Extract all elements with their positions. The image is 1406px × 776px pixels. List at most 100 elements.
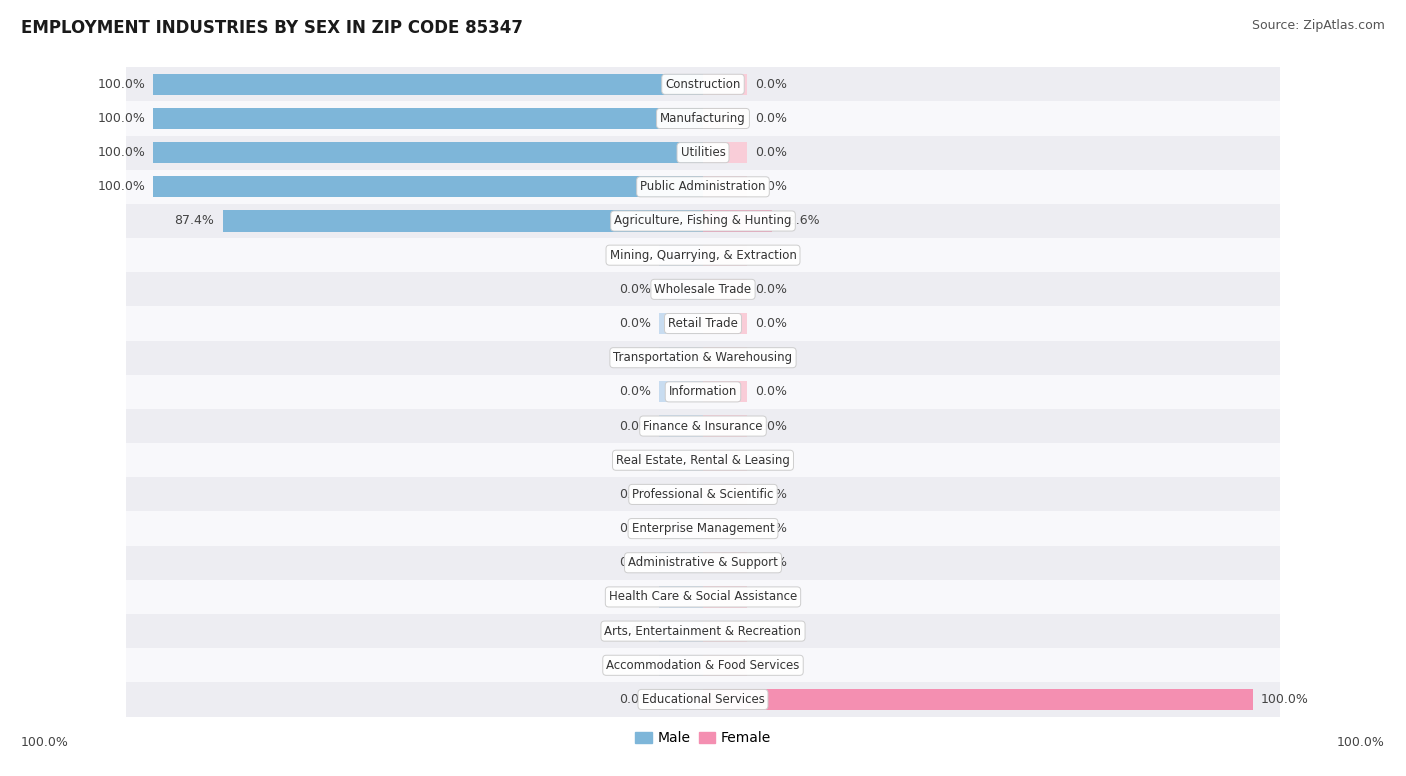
Bar bbox=[153, 142, 703, 163]
Text: 0.0%: 0.0% bbox=[619, 282, 651, 296]
Bar bbox=[127, 238, 1279, 272]
Text: 0.0%: 0.0% bbox=[755, 78, 787, 91]
Text: 0.0%: 0.0% bbox=[619, 317, 651, 330]
Bar bbox=[127, 580, 1279, 614]
Text: Health Care & Social Assistance: Health Care & Social Assistance bbox=[609, 591, 797, 604]
Bar bbox=[127, 170, 1279, 204]
Bar bbox=[703, 621, 747, 642]
Text: 0.0%: 0.0% bbox=[755, 386, 787, 398]
Text: Finance & Insurance: Finance & Insurance bbox=[644, 420, 762, 432]
Text: 0.0%: 0.0% bbox=[619, 625, 651, 638]
Bar bbox=[659, 415, 703, 437]
Text: 0.0%: 0.0% bbox=[755, 454, 787, 466]
Bar bbox=[127, 204, 1279, 238]
Text: Enterprise Management: Enterprise Management bbox=[631, 522, 775, 535]
Bar bbox=[127, 546, 1279, 580]
Text: 0.0%: 0.0% bbox=[619, 454, 651, 466]
Bar bbox=[127, 136, 1279, 170]
Bar bbox=[127, 272, 1279, 307]
Bar bbox=[222, 210, 703, 231]
Bar bbox=[703, 347, 747, 369]
Text: Educational Services: Educational Services bbox=[641, 693, 765, 706]
Text: 0.0%: 0.0% bbox=[755, 420, 787, 432]
Bar bbox=[127, 614, 1279, 648]
Bar bbox=[703, 313, 747, 334]
Bar bbox=[659, 483, 703, 505]
Text: 0.0%: 0.0% bbox=[755, 112, 787, 125]
Text: 0.0%: 0.0% bbox=[755, 522, 787, 535]
Text: 87.4%: 87.4% bbox=[174, 214, 214, 227]
Bar bbox=[703, 483, 747, 505]
Text: Mining, Quarrying, & Extraction: Mining, Quarrying, & Extraction bbox=[610, 248, 796, 262]
Bar bbox=[703, 655, 747, 676]
Text: Retail Trade: Retail Trade bbox=[668, 317, 738, 330]
Text: 0.0%: 0.0% bbox=[619, 420, 651, 432]
Text: Manufacturing: Manufacturing bbox=[661, 112, 745, 125]
Text: 0.0%: 0.0% bbox=[755, 317, 787, 330]
Text: 100.0%: 100.0% bbox=[97, 112, 145, 125]
Text: 0.0%: 0.0% bbox=[755, 591, 787, 604]
Text: 100.0%: 100.0% bbox=[97, 180, 145, 193]
Bar bbox=[127, 648, 1279, 682]
Bar bbox=[153, 176, 703, 197]
Text: Accommodation & Food Services: Accommodation & Food Services bbox=[606, 659, 800, 672]
Text: 100.0%: 100.0% bbox=[97, 78, 145, 91]
Text: 0.0%: 0.0% bbox=[619, 488, 651, 501]
Bar bbox=[127, 477, 1279, 511]
Text: Construction: Construction bbox=[665, 78, 741, 91]
Bar bbox=[659, 279, 703, 300]
Bar bbox=[659, 553, 703, 573]
Text: Information: Information bbox=[669, 386, 737, 398]
Text: 100.0%: 100.0% bbox=[1337, 736, 1385, 749]
Text: Source: ZipAtlas.com: Source: ZipAtlas.com bbox=[1251, 19, 1385, 33]
Bar bbox=[127, 102, 1279, 136]
Bar bbox=[703, 74, 747, 95]
Bar bbox=[127, 409, 1279, 443]
Text: 0.0%: 0.0% bbox=[619, 522, 651, 535]
Bar bbox=[127, 341, 1279, 375]
Bar bbox=[127, 375, 1279, 409]
Text: 0.0%: 0.0% bbox=[619, 659, 651, 672]
Bar bbox=[659, 313, 703, 334]
Bar bbox=[659, 689, 703, 710]
Bar bbox=[127, 307, 1279, 341]
Text: Administrative & Support: Administrative & Support bbox=[628, 556, 778, 570]
Text: Agriculture, Fishing & Hunting: Agriculture, Fishing & Hunting bbox=[614, 214, 792, 227]
Text: Arts, Entertainment & Recreation: Arts, Entertainment & Recreation bbox=[605, 625, 801, 638]
Text: 0.0%: 0.0% bbox=[619, 693, 651, 706]
Bar bbox=[703, 210, 772, 231]
Bar bbox=[703, 176, 747, 197]
Text: 100.0%: 100.0% bbox=[1261, 693, 1309, 706]
Bar bbox=[659, 449, 703, 471]
Text: 0.0%: 0.0% bbox=[755, 352, 787, 364]
Bar bbox=[703, 449, 747, 471]
Legend: Male, Female: Male, Female bbox=[630, 726, 776, 751]
Text: 0.0%: 0.0% bbox=[755, 625, 787, 638]
Text: 0.0%: 0.0% bbox=[619, 556, 651, 570]
Bar bbox=[703, 415, 747, 437]
Text: 100.0%: 100.0% bbox=[97, 146, 145, 159]
Bar bbox=[703, 279, 747, 300]
Bar bbox=[703, 689, 1253, 710]
Text: 0.0%: 0.0% bbox=[755, 146, 787, 159]
Bar bbox=[127, 443, 1279, 477]
Bar bbox=[703, 587, 747, 608]
Bar bbox=[153, 74, 703, 95]
Text: Professional & Scientific: Professional & Scientific bbox=[633, 488, 773, 501]
Bar bbox=[703, 108, 747, 129]
Bar bbox=[703, 553, 747, 573]
Bar bbox=[659, 587, 703, 608]
Text: 0.0%: 0.0% bbox=[619, 352, 651, 364]
Text: 0.0%: 0.0% bbox=[755, 282, 787, 296]
Text: 12.6%: 12.6% bbox=[780, 214, 820, 227]
Bar bbox=[659, 518, 703, 539]
Text: 0.0%: 0.0% bbox=[755, 248, 787, 262]
Text: EMPLOYMENT INDUSTRIES BY SEX IN ZIP CODE 85347: EMPLOYMENT INDUSTRIES BY SEX IN ZIP CODE… bbox=[21, 19, 523, 37]
Text: 100.0%: 100.0% bbox=[21, 736, 69, 749]
Text: 0.0%: 0.0% bbox=[755, 488, 787, 501]
Text: Real Estate, Rental & Leasing: Real Estate, Rental & Leasing bbox=[616, 454, 790, 466]
Bar bbox=[703, 381, 747, 403]
Bar bbox=[659, 347, 703, 369]
Text: 0.0%: 0.0% bbox=[755, 556, 787, 570]
Text: Public Administration: Public Administration bbox=[640, 180, 766, 193]
